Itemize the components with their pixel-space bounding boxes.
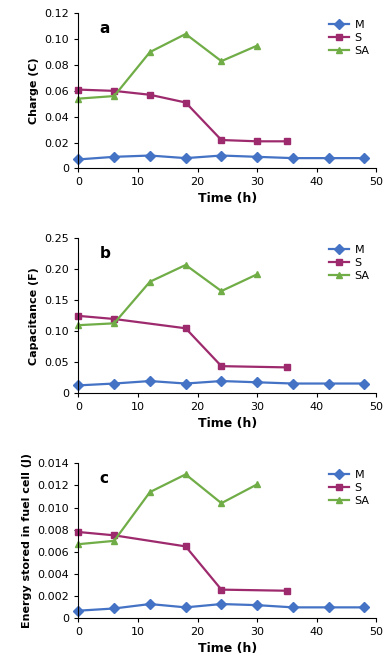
M [112,380,116,388]
SA [183,30,188,38]
M [76,156,81,164]
Line: SA: SA [75,471,261,548]
S [183,543,188,551]
M [362,154,367,162]
Line: M: M [75,152,368,163]
M [255,378,260,386]
M [76,382,81,390]
Y-axis label: Charge (C): Charge (C) [29,58,39,124]
X-axis label: Time (h): Time (h) [198,417,257,430]
SA [112,319,116,327]
S [255,137,260,145]
M [112,604,116,612]
SA [255,270,260,278]
M [290,603,295,611]
M [362,603,367,611]
SA [147,278,152,286]
M [147,152,152,160]
Line: S: S [75,86,290,145]
M [147,377,152,385]
M [290,380,295,388]
M [362,380,367,388]
M [219,152,224,160]
Line: SA: SA [75,261,261,329]
S [76,312,81,320]
M [255,153,260,161]
SA [76,321,81,329]
Line: S: S [75,529,290,595]
SA [219,57,224,65]
SA [255,42,260,50]
M [183,380,188,388]
Legend: M, S, SA: M, S, SA [325,465,374,510]
M [219,377,224,385]
M [219,600,224,608]
SA [183,470,188,478]
Line: M: M [75,378,368,389]
S [219,586,224,594]
SA [147,48,152,56]
X-axis label: Time (h): Time (h) [198,192,257,205]
Line: SA: SA [75,31,261,102]
M [112,153,116,161]
SA [255,480,260,488]
SA [112,92,116,100]
Y-axis label: Capacitance (F): Capacitance (F) [29,267,39,364]
Legend: M, S, SA: M, S, SA [325,15,374,60]
S [112,531,116,539]
M [326,154,331,162]
Line: M: M [75,600,368,614]
Legend: M, S, SA: M, S, SA [325,241,374,285]
S [285,587,289,595]
S [76,86,81,94]
S [285,363,289,371]
M [326,380,331,388]
S [183,325,188,332]
SA [76,94,81,102]
SA [147,488,152,496]
SA [76,540,81,548]
S [183,98,188,106]
SA [112,537,116,545]
S [76,528,81,536]
Y-axis label: Energy stored in fuel cell (J): Energy stored in fuel cell (J) [22,454,32,628]
M [326,603,331,611]
S [219,362,224,370]
SA [183,261,188,269]
SA [219,499,224,507]
S [147,91,152,99]
M [255,601,260,609]
S [112,315,116,323]
Text: a: a [99,21,110,36]
S [219,136,224,144]
SA [219,287,224,295]
M [147,600,152,608]
M [76,606,81,614]
X-axis label: Time (h): Time (h) [198,642,257,654]
M [290,154,295,162]
Text: c: c [99,471,108,486]
Line: S: S [75,313,290,371]
M [183,603,188,611]
S [285,137,289,145]
S [112,87,116,95]
Text: b: b [99,246,110,261]
M [183,154,188,162]
